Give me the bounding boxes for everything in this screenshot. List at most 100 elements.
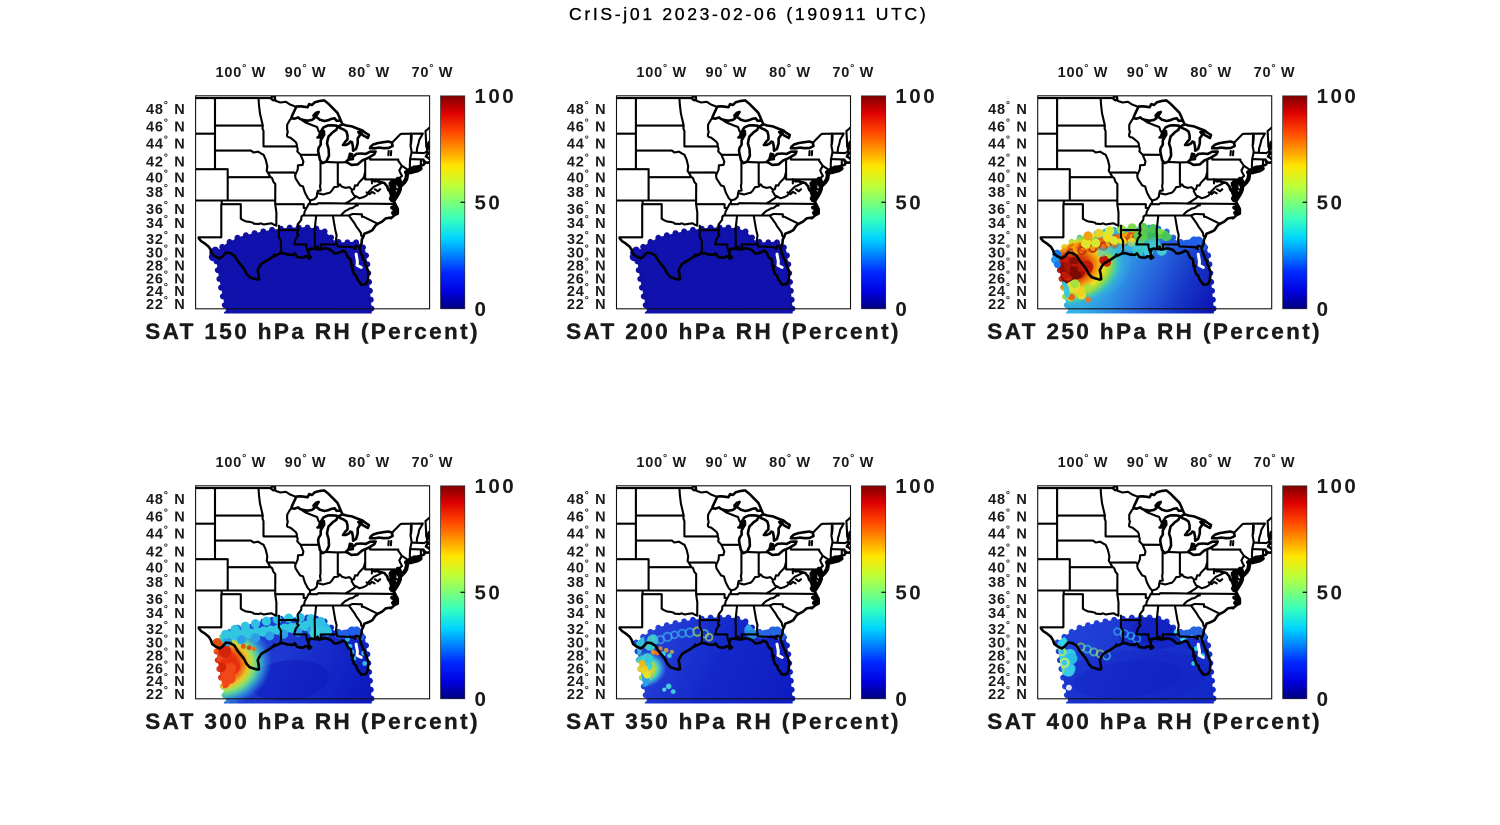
svg-text:48°N: 48° N <box>988 489 1028 508</box>
svg-text:26°N: 26° N <box>146 658 186 677</box>
svg-text:42°N: 42° N <box>567 542 607 561</box>
svg-text:22°N: 22° N <box>988 294 1028 313</box>
svg-text:SAT 300 hPa RH (Percent): SAT 300 hPa RH (Percent) <box>145 709 480 734</box>
svg-text:22°N: 22° N <box>146 684 186 703</box>
svg-text:CrIS-j01 2023-02-06 (190911 UT: CrIS-j01 2023-02-06 (190911 UTC) <box>569 4 928 24</box>
svg-text:28°N: 28° N <box>146 256 186 275</box>
svg-text:90°W: 90° W <box>706 452 748 471</box>
svg-text:22°N: 22° N <box>146 294 186 313</box>
svg-text:44°N: 44° N <box>146 134 186 153</box>
svg-text:100°W: 100° W <box>1058 62 1109 81</box>
svg-text:36°N: 36° N <box>567 199 607 218</box>
svg-text:26°N: 26° N <box>988 658 1028 677</box>
svg-text:30°N: 30° N <box>146 242 186 261</box>
svg-text:80°W: 80° W <box>769 62 811 81</box>
svg-text:48°N: 48° N <box>567 489 607 508</box>
svg-text:40°N: 40° N <box>146 557 186 576</box>
svg-text:100°W: 100° W <box>216 452 267 471</box>
svg-text:40°N: 40° N <box>146 167 186 186</box>
svg-text:90°W: 90° W <box>706 62 748 81</box>
svg-text:30°N: 30° N <box>146 632 186 651</box>
svg-text:SAT 200 hPa RH (Percent): SAT 200 hPa RH (Percent) <box>566 319 901 344</box>
svg-text:50: 50 <box>475 192 503 215</box>
svg-text:46°N: 46° N <box>146 506 186 525</box>
svg-text:70°W: 70° W <box>1254 452 1296 471</box>
svg-text:44°N: 44° N <box>567 134 607 153</box>
svg-text:100: 100 <box>1317 475 1359 498</box>
svg-text:SAT 250 hPa RH (Percent): SAT 250 hPa RH (Percent) <box>987 319 1322 344</box>
svg-text:42°N: 42° N <box>567 152 607 171</box>
svg-text:0: 0 <box>1317 688 1328 711</box>
svg-text:70°W: 70° W <box>412 452 454 471</box>
svg-text:24°N: 24° N <box>567 671 607 690</box>
svg-text:44°N: 44° N <box>567 524 607 543</box>
svg-text:24°N: 24° N <box>567 281 607 300</box>
svg-text:38°N: 38° N <box>567 572 607 591</box>
svg-text:90°W: 90° W <box>285 62 327 81</box>
svg-text:30°N: 30° N <box>567 632 607 651</box>
svg-text:34°N: 34° N <box>567 213 607 232</box>
svg-text:40°N: 40° N <box>988 167 1028 186</box>
svg-text:50: 50 <box>1317 582 1345 605</box>
svg-text:100: 100 <box>475 85 517 108</box>
svg-text:0: 0 <box>895 688 906 711</box>
svg-text:70°W: 70° W <box>832 62 874 81</box>
svg-text:24°N: 24° N <box>146 671 186 690</box>
svg-text:44°N: 44° N <box>146 524 186 543</box>
svg-text:100: 100 <box>1317 85 1359 108</box>
svg-text:36°N: 36° N <box>146 589 186 608</box>
svg-text:SAT 150 hPa RH (Percent): SAT 150 hPa RH (Percent) <box>145 319 480 344</box>
svg-text:0: 0 <box>895 298 906 321</box>
svg-text:24°N: 24° N <box>988 671 1028 690</box>
svg-text:80°W: 80° W <box>1190 62 1232 81</box>
svg-text:30°N: 30° N <box>988 632 1028 651</box>
svg-text:90°W: 90° W <box>1127 452 1169 471</box>
svg-text:38°N: 38° N <box>988 182 1028 201</box>
svg-text:26°N: 26° N <box>567 268 607 287</box>
svg-text:34°N: 34° N <box>146 213 186 232</box>
svg-text:28°N: 28° N <box>146 646 186 665</box>
svg-text:36°N: 36° N <box>988 589 1028 608</box>
svg-text:24°N: 24° N <box>988 281 1028 300</box>
svg-text:80°W: 80° W <box>1190 452 1232 471</box>
svg-text:28°N: 28° N <box>567 646 607 665</box>
svg-text:32°N: 32° N <box>567 229 607 248</box>
svg-text:36°N: 36° N <box>988 199 1028 218</box>
svg-text:22°N: 22° N <box>988 684 1028 703</box>
svg-text:42°N: 42° N <box>146 152 186 171</box>
svg-text:80°W: 80° W <box>348 452 390 471</box>
svg-text:100: 100 <box>475 475 517 498</box>
svg-text:46°N: 46° N <box>567 506 607 525</box>
svg-text:44°N: 44° N <box>988 134 1028 153</box>
svg-text:38°N: 38° N <box>988 572 1028 591</box>
svg-text:32°N: 32° N <box>988 619 1028 638</box>
svg-text:100°W: 100° W <box>636 62 687 81</box>
svg-text:90°W: 90° W <box>1127 62 1169 81</box>
svg-text:28°N: 28° N <box>988 256 1028 275</box>
svg-text:32°N: 32° N <box>146 229 186 248</box>
svg-text:50: 50 <box>475 582 503 605</box>
svg-text:34°N: 34° N <box>567 603 607 622</box>
svg-text:SAT 350 hPa RH (Percent): SAT 350 hPa RH (Percent) <box>566 709 901 734</box>
svg-text:34°N: 34° N <box>988 213 1028 232</box>
svg-text:32°N: 32° N <box>988 229 1028 248</box>
svg-text:28°N: 28° N <box>567 256 607 275</box>
svg-text:40°N: 40° N <box>567 557 607 576</box>
svg-text:70°W: 70° W <box>832 452 874 471</box>
svg-text:46°N: 46° N <box>146 116 186 135</box>
svg-text:24°N: 24° N <box>146 281 186 300</box>
svg-text:42°N: 42° N <box>988 542 1028 561</box>
svg-text:30°N: 30° N <box>567 242 607 261</box>
svg-text:80°W: 80° W <box>348 62 390 81</box>
svg-text:42°N: 42° N <box>146 542 186 561</box>
svg-text:38°N: 38° N <box>146 182 186 201</box>
svg-text:50: 50 <box>895 192 923 215</box>
svg-text:70°W: 70° W <box>1254 62 1296 81</box>
svg-text:0: 0 <box>1317 298 1328 321</box>
svg-text:100: 100 <box>895 85 937 108</box>
svg-text:100: 100 <box>895 475 937 498</box>
svg-text:100°W: 100° W <box>636 452 687 471</box>
svg-text:48°N: 48° N <box>146 489 186 508</box>
svg-text:28°N: 28° N <box>988 646 1028 665</box>
svg-text:42°N: 42° N <box>988 152 1028 171</box>
